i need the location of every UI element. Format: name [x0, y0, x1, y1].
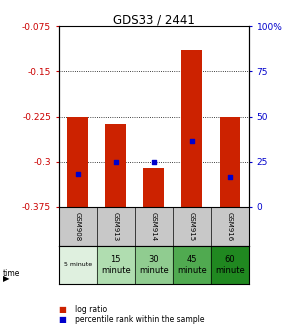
Point	[75, 171, 80, 176]
Text: 60
minute: 60 minute	[215, 255, 245, 275]
Bar	[97, 246, 135, 284]
Title: GDS33 / 2441: GDS33 / 2441	[113, 13, 195, 26]
Bar	[181, 50, 202, 207]
Text: ■: ■	[59, 315, 67, 324]
Bar	[211, 246, 249, 284]
Text: 45
minute: 45 minute	[177, 255, 207, 275]
Point	[151, 159, 156, 164]
Text: 15
minute: 15 minute	[101, 255, 131, 275]
Bar	[143, 168, 164, 207]
Bar	[135, 246, 173, 284]
Bar	[173, 246, 211, 284]
Bar	[67, 116, 88, 207]
Bar	[219, 116, 241, 207]
Text: percentile rank within the sample: percentile rank within the sample	[75, 315, 204, 324]
Text: log ratio: log ratio	[75, 304, 107, 314]
Text: GSM913: GSM913	[113, 212, 119, 241]
Text: 5 minute: 5 minute	[64, 263, 92, 267]
Text: GSM916: GSM916	[227, 212, 233, 241]
Text: ■: ■	[59, 304, 67, 314]
Bar	[59, 246, 97, 284]
Text: 30
minute: 30 minute	[139, 255, 169, 275]
Text: ▶: ▶	[3, 274, 9, 283]
Point	[190, 138, 194, 143]
Text: GSM908: GSM908	[75, 212, 81, 241]
Text: GSM915: GSM915	[189, 212, 195, 241]
Text: time: time	[3, 268, 20, 278]
Text: GSM914: GSM914	[151, 212, 157, 241]
Point	[228, 174, 232, 180]
Bar	[105, 124, 126, 207]
Point	[113, 159, 118, 164]
